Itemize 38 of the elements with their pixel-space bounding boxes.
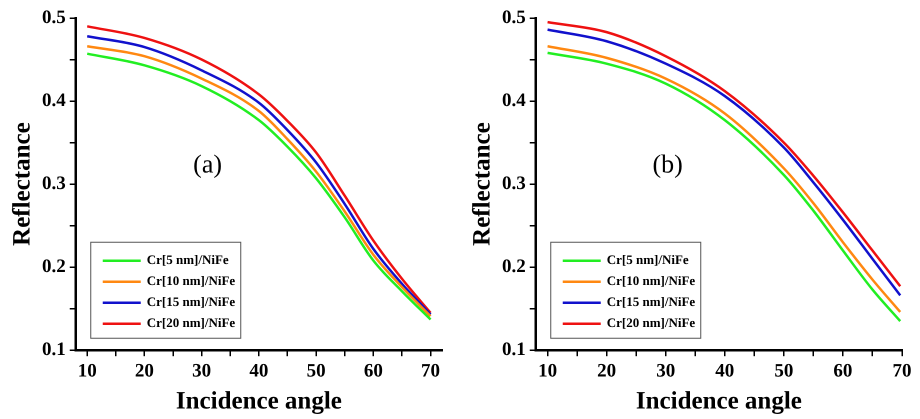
y-tick-label: 0.1 bbox=[42, 339, 66, 360]
y-tick-label: 0.4 bbox=[502, 90, 526, 111]
legend-label: Cr[10 nm]/NiFe bbox=[606, 273, 696, 288]
x-tick-label: 30 bbox=[192, 360, 212, 382]
x-tick-label: 50 bbox=[306, 360, 326, 382]
x-tick-label: 70 bbox=[421, 360, 440, 382]
y-tick-label: 0.2 bbox=[502, 256, 526, 278]
legend-label: Cr[15 nm]/NiFe bbox=[606, 294, 696, 310]
x-tick-label: 60 bbox=[364, 360, 383, 382]
legend-label: Cr[20 nm]/NiFe bbox=[146, 315, 236, 330]
legend-label: Cr[5 nm]/NiFe bbox=[146, 252, 229, 268]
y-tick-label: 0.2 bbox=[42, 256, 66, 278]
x-axis-title: Incidence angle bbox=[636, 387, 802, 414]
legend-label: Cr[10 nm]/NiFe bbox=[146, 273, 236, 288]
y-tick-label: 0.3 bbox=[42, 173, 66, 194]
legend-label: Cr[15 nm]/NiFe bbox=[146, 294, 236, 310]
y-tick-label: 0.5 bbox=[42, 6, 66, 28]
y-tick-label: 0.1 bbox=[502, 339, 526, 360]
x-tick-label: 20 bbox=[597, 360, 616, 382]
x-tick-label: 20 bbox=[134, 360, 154, 382]
y-axis-title: Reflectance bbox=[8, 122, 36, 246]
x-tick-label: 10 bbox=[538, 360, 558, 382]
y-tick-label: 0.3 bbox=[502, 173, 526, 194]
x-tick-label: 40 bbox=[715, 360, 734, 382]
y-axis-title: Reflectance bbox=[468, 122, 496, 246]
x-tick-label: 40 bbox=[249, 360, 268, 382]
y-tick-label: 0.4 bbox=[42, 90, 66, 111]
x-tick-label: 30 bbox=[656, 360, 676, 382]
annotation: (a) bbox=[193, 150, 222, 179]
legend-label: Cr[5 nm]/NiFe bbox=[606, 252, 689, 268]
x-tick-label: 10 bbox=[78, 360, 97, 382]
x-tick-label: 50 bbox=[774, 360, 794, 382]
x-axis-title: Incidence angle bbox=[176, 387, 342, 414]
x-tick-label: 60 bbox=[833, 360, 852, 382]
legend-label: Cr[20 nm]/NiFe bbox=[606, 315, 696, 330]
annotation: (b) bbox=[652, 150, 683, 179]
x-tick-label: 70 bbox=[892, 360, 912, 382]
y-tick-label: 0.5 bbox=[502, 6, 526, 28]
